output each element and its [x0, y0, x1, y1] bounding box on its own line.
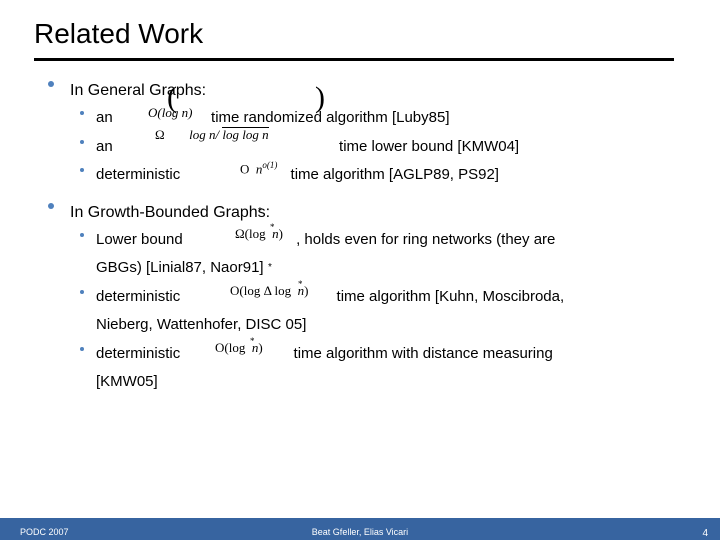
- bullet-icon: [80, 111, 84, 115]
- bullet-icon: [80, 290, 84, 294]
- section2-heading: In Growth-Bounded Graphs:: [70, 204, 270, 221]
- item-kmw05-cont: [KMW05]: [40, 371, 690, 394]
- text-lowerbound: time lower bound [KMW04]: [339, 138, 519, 155]
- item-kmw04: an time lower bound [KMW04]: [40, 136, 690, 159]
- bullet-icon: [80, 347, 84, 351]
- bullet-icon: [48, 203, 54, 209]
- star-icon: *: [258, 204, 262, 219]
- content-area: In General Graphs: ( ) O(log n) an time …: [0, 61, 720, 394]
- item-luby: O(log n) an time randomized algorithm [L…: [40, 107, 690, 130]
- footer-authors: Beat Gfeller, Elias Vicari: [0, 527, 720, 537]
- text-kuhn: time algorithm [Kuhn, Moscibroda,: [337, 288, 565, 305]
- star-icon: *: [268, 260, 272, 275]
- math-ologdlogn: O(log Δ log n)*: [230, 281, 308, 301]
- text-disc05: Nieberg, Wattenhofer, DISC 05]: [96, 316, 306, 333]
- text-aglp: time algorithm [AGLP89, PS92]: [291, 166, 499, 183]
- item-kmw05: O(log n)* deterministic time algorithm w…: [40, 343, 690, 366]
- text-an: an: [96, 109, 113, 126]
- section-growth-bounded: In Growth-Bounded Graphs: *: [40, 201, 690, 225]
- item-linial-cont: GBGs) [Linial87, Naor91] *: [40, 257, 690, 280]
- bullet-icon: [80, 140, 84, 144]
- text-lowerbound2: Lower bound: [96, 231, 183, 248]
- text-distance: time algorithm with distance measuring: [294, 345, 553, 362]
- text-deterministic1: deterministic: [96, 166, 180, 183]
- slide-title: Related Work: [0, 0, 720, 58]
- math-no1: O no(1): [240, 159, 277, 179]
- text-deterministic2: deterministic: [96, 288, 180, 305]
- text-gbgs: GBGs) [Linial87, Naor91]: [96, 259, 264, 276]
- item-aglp: O no(1) deterministic time algorithm [AG…: [40, 164, 690, 187]
- text-an2: an: [96, 138, 113, 155]
- math-omegalogn: Ω(log n)*: [235, 224, 283, 244]
- section-general-graphs: In General Graphs: ( ): [40, 79, 690, 103]
- item-linial: Ω(log n)* Lower bound , holds even for r…: [40, 229, 690, 252]
- math-ologn: O(log n): [148, 103, 192, 123]
- item-kuhn: O(log Δ log n)* deterministic time algor…: [40, 286, 690, 309]
- text-kmw05ref: [KMW05]: [96, 373, 158, 390]
- section1-heading: In General Graphs:: [70, 82, 206, 99]
- bullet-icon: [48, 81, 54, 87]
- text-ringnetworks: , holds even for ring networks (they are: [296, 231, 555, 248]
- item-kuhn-cont: Nieberg, Wattenhofer, DISC 05]: [40, 314, 690, 337]
- bullet-icon: [80, 168, 84, 172]
- footer-page-number: 4: [702, 528, 708, 539]
- text-randomized: time randomized algorithm [Luby85]: [211, 109, 449, 126]
- text-deterministic3: deterministic: [96, 345, 180, 362]
- bullet-icon: [80, 233, 84, 237]
- math-ologn2: O(log n)*: [215, 338, 263, 358]
